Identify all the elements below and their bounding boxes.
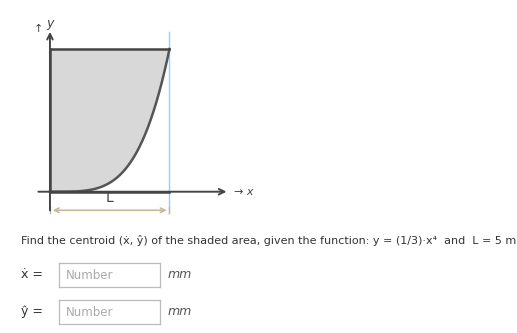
- Text: → x: → x: [234, 187, 253, 197]
- Text: ↑: ↑: [33, 24, 43, 34]
- Text: Find the centroid (ẋ, ŷ) of the shaded area, given the function: y = (1/3)·x⁴  a: Find the centroid (ẋ, ŷ) of the shaded a…: [21, 235, 517, 246]
- Text: mm: mm: [168, 268, 192, 281]
- Text: ẋ =: ẋ =: [21, 268, 43, 281]
- Text: ŷ =: ŷ =: [21, 305, 43, 318]
- Text: y: y: [46, 17, 54, 30]
- Polygon shape: [50, 49, 170, 192]
- Text: Number: Number: [66, 269, 113, 282]
- Text: Number: Number: [66, 305, 113, 319]
- Text: L: L: [106, 191, 114, 205]
- Text: mm: mm: [168, 305, 192, 318]
